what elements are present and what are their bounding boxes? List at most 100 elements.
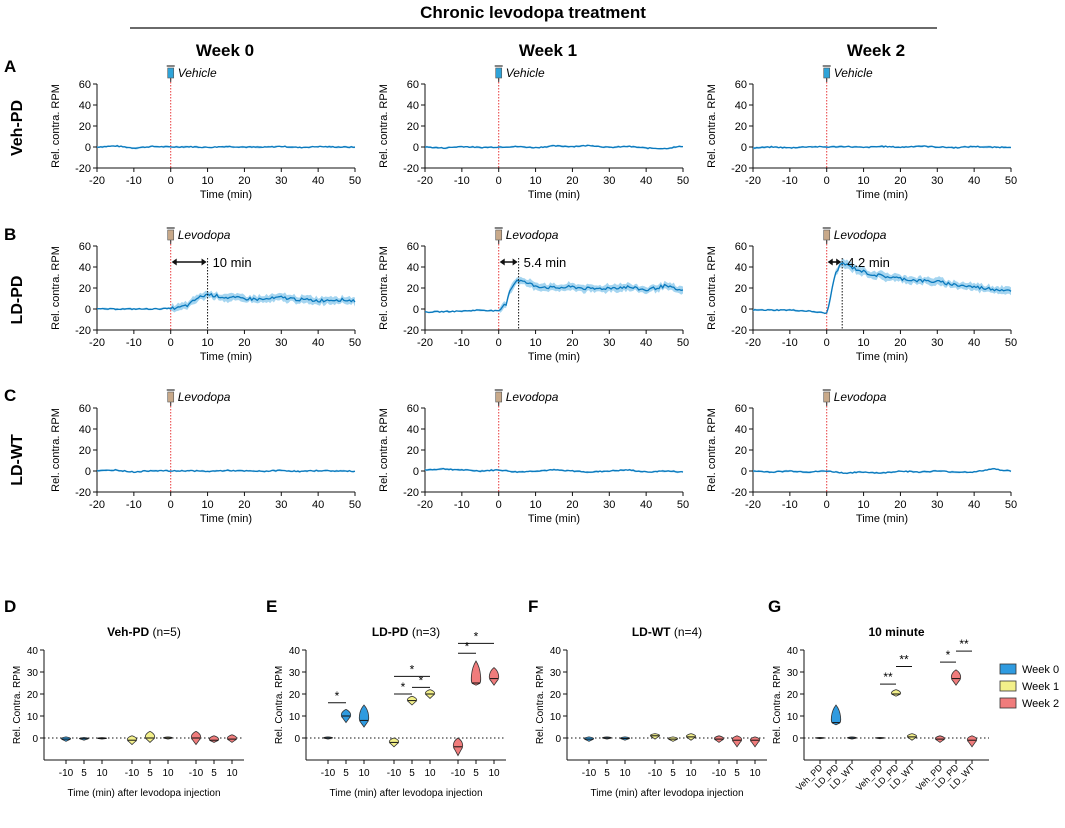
violin-week1-t-10 — [649, 733, 661, 740]
treatment-label: Levodopa — [834, 228, 887, 242]
legend: Week 0 Week 1 Week 2 — [999, 663, 1059, 710]
y-tick-label: 30 — [27, 668, 39, 679]
y-tick-label: 0 — [85, 142, 91, 154]
x-tick-label: -10 — [126, 175, 142, 187]
violin-week0-t10 — [358, 704, 370, 728]
x-tick-label: -10 — [59, 768, 74, 779]
x-tick-label: 30 — [931, 499, 943, 511]
y-tick-label: 20 — [735, 445, 747, 457]
y-tick-label: 20 — [407, 445, 419, 457]
x-tick-label: 10 — [529, 499, 541, 511]
y-tick-label: 0 — [32, 734, 38, 745]
y-tick-label: 10 — [27, 712, 39, 723]
x-tick-label: 10 — [96, 768, 108, 779]
x-tick-label: -10 — [451, 768, 466, 779]
x-tick-label: 5 — [604, 768, 610, 779]
y-tick-label: 40 — [787, 646, 799, 657]
panel-title: Veh-PD (n=5) — [107, 625, 181, 639]
x-tick-label: -10 — [582, 768, 597, 779]
x-tick-label: -10 — [782, 337, 798, 349]
syringe-icon — [822, 389, 831, 406]
x-tick-label: 50 — [1005, 337, 1017, 349]
x-tick-label: 30 — [603, 337, 615, 349]
y-tick-label: 20 — [735, 121, 747, 133]
y-tick-label: 20 — [79, 283, 91, 295]
x-tick-label: -20 — [417, 175, 433, 187]
x-axis-title: Time (min) — [528, 351, 580, 363]
x-tick-label: 10 — [749, 768, 761, 779]
violin-panel-f: 0 10 20 30 40 Rel. Contra. RPM LD-WT (n=4) Time… — [535, 625, 767, 799]
y-tick-label: 0 — [555, 734, 561, 745]
x-tick-label: -10 — [125, 768, 140, 779]
panel-title-group: 10 minute — [868, 625, 924, 639]
x-tick-label: 20 — [894, 337, 906, 349]
y-tick-label: 40 — [407, 262, 419, 274]
onset-arrow-head-right — [836, 258, 842, 266]
y-tick-label: 20 — [407, 283, 419, 295]
y-tick-label: -20 — [731, 163, 747, 175]
onset-arrow-head-left — [499, 258, 505, 266]
y-tick-label: 60 — [407, 241, 419, 253]
y-tick-label: 20 — [79, 445, 91, 457]
x-tick-label: 50 — [349, 175, 361, 187]
syringe-barrel — [167, 391, 175, 403]
x-tick-label: 50 — [677, 175, 689, 187]
y-tick-label: 40 — [407, 424, 419, 436]
onset-arrow-head-left — [827, 258, 833, 266]
x-tick-label: 10 — [857, 337, 869, 349]
y-tick-label: 40 — [79, 100, 91, 112]
x-tick-label: -10 — [387, 768, 402, 779]
y-tick-label: 20 — [27, 690, 39, 701]
trace-panel-ld-pd-week1: -20 0 20 40 60 -20 -10 0 10 20 30 40 50 Time (min) Rel… — [378, 227, 689, 363]
mean-trace — [752, 262, 1012, 315]
x-tick-label: -10 — [454, 175, 470, 187]
x-tick-label: 10 — [685, 768, 697, 779]
y-tick-label: 20 — [289, 690, 301, 701]
x-tick-label: 10 — [162, 768, 174, 779]
mean-trace — [752, 145, 1012, 149]
panel-title: LD-WT (n=4) — [632, 625, 702, 639]
onset-label: 4.2 min — [847, 255, 890, 270]
y-tick-label: 40 — [735, 100, 747, 112]
violin-week2-ld_wt — [966, 735, 978, 748]
y-axis-title: Rel. contra. RPM — [706, 246, 718, 330]
sem-band — [97, 290, 355, 313]
y-tick-label: 60 — [735, 79, 747, 91]
treatment-label: Levodopa — [506, 228, 559, 242]
y-tick-label: 40 — [79, 262, 91, 274]
panel-title-group: Veh-PD — [107, 625, 149, 639]
x-tick-label: 10 — [358, 768, 370, 779]
y-tick-label: -20 — [75, 325, 91, 337]
panel-title-group: LD-WT — [632, 625, 671, 639]
x-tick-label: 30 — [275, 499, 287, 511]
x-tick-label: -10 — [454, 499, 470, 511]
x-tick-label: 10 — [488, 768, 500, 779]
y-tick-label: 40 — [407, 100, 419, 112]
x-tick-label: 0 — [824, 175, 830, 187]
trace-panel-veh-pd-week1: -20 0 20 40 60 -20 -10 0 10 20 30 40 50 Time (min) Rel… — [378, 65, 689, 201]
y-axis-title: Rel. contra. RPM — [378, 408, 390, 492]
panel-letter-f: F — [528, 597, 538, 616]
y-tick-label: -20 — [75, 163, 91, 175]
y-tick-label: 20 — [787, 690, 799, 701]
panel-title-n: (n=5) — [149, 625, 181, 639]
x-axis-title: Time (min) — [856, 189, 908, 201]
trace-panel-ld-wt-week1: -20 0 20 40 60 -20 -10 0 10 20 30 40 50 Time (min) Rel… — [378, 389, 689, 525]
x-axis-title: Time (min) after levodopa injection — [329, 788, 482, 799]
significance-marker: * — [401, 680, 406, 694]
syringe-icon — [822, 65, 831, 82]
x-tick-label: 50 — [349, 337, 361, 349]
y-tick-label: 60 — [407, 403, 419, 415]
x-tick-label: 50 — [677, 337, 689, 349]
x-tick-label: -20 — [745, 175, 761, 187]
y-axis-title: Rel. contra. RPM — [50, 84, 62, 168]
y-tick-label: 40 — [550, 646, 562, 657]
x-tick-label: -10 — [454, 337, 470, 349]
significance-marker: ** — [899, 653, 909, 667]
x-tick-label: 30 — [275, 175, 287, 187]
row-label-veh-pd: Veh-PD — [9, 100, 26, 156]
x-tick-label: -20 — [417, 337, 433, 349]
y-tick-label: 0 — [413, 466, 419, 478]
